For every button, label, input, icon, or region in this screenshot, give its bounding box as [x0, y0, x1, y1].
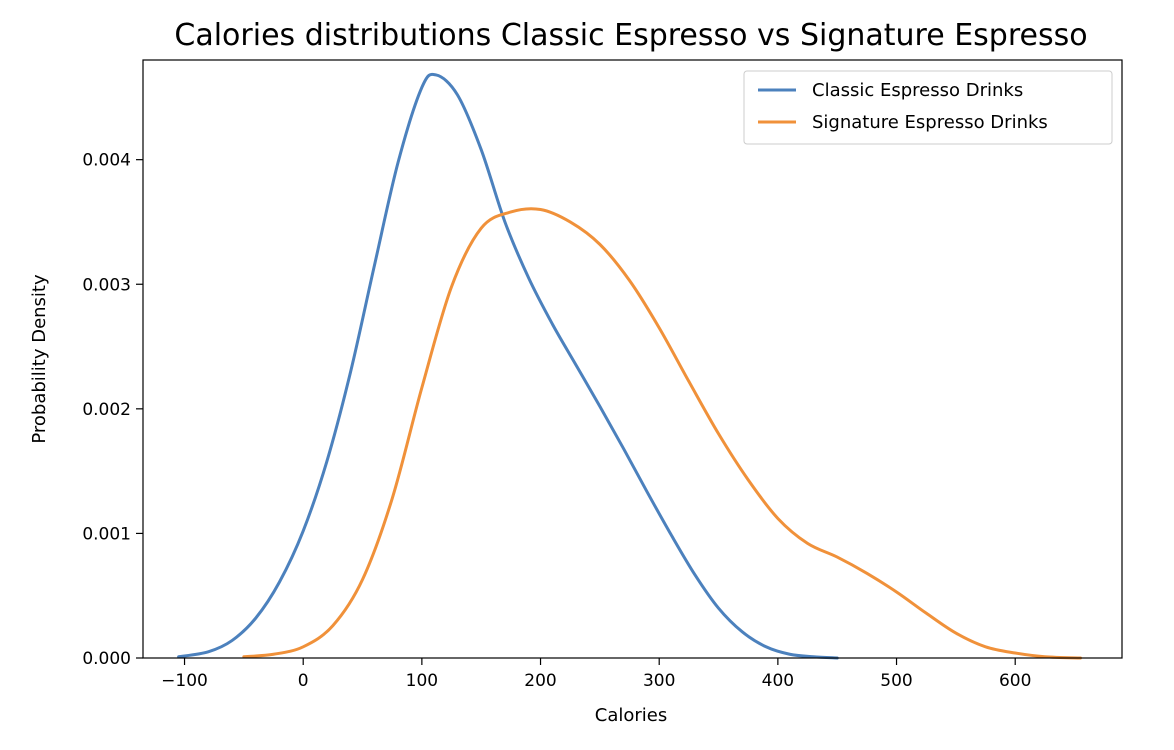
y-tick-label: 0.003	[82, 275, 131, 295]
x-axis-ticks: −100 0 100 200 300 400 500 600	[161, 658, 1031, 691]
x-axis-label: Calories	[595, 705, 667, 726]
x-tick-label: 500	[880, 671, 912, 691]
legend-label-signature: Signature Espresso Drinks	[812, 112, 1048, 133]
y-tick-label: 0.004	[82, 151, 131, 171]
series-line-0	[177, 72, 839, 660]
legend: Classic Espresso Drinks Signature Espres…	[743, 70, 1113, 145]
plot-curves	[177, 72, 1082, 660]
chart-title: Calories distributions Classic Espresso …	[174, 18, 1087, 53]
legend-label-classic: Classic Espresso Drinks	[812, 80, 1023, 101]
x-tick-label: 300	[643, 671, 675, 691]
x-tick-label: 600	[999, 671, 1031, 691]
legend-box	[743, 70, 1113, 145]
series-line-1	[242, 207, 1082, 660]
x-tick-label: 400	[762, 671, 794, 691]
y-tick-label: 0.002	[82, 400, 131, 420]
y-axis-label: Probability Density	[29, 274, 50, 444]
y-tick-label: 0.000	[82, 649, 131, 669]
x-tick-label: −100	[161, 671, 208, 691]
plot-area-frame	[142, 59, 1123, 659]
x-tick-label: 0	[298, 671, 309, 691]
x-tick-label: 100	[406, 671, 438, 691]
x-tick-label: 200	[524, 671, 556, 691]
y-axis-ticks: 0.000 0.001 0.002 0.003 0.004	[82, 151, 143, 669]
y-tick-label: 0.001	[82, 524, 131, 544]
